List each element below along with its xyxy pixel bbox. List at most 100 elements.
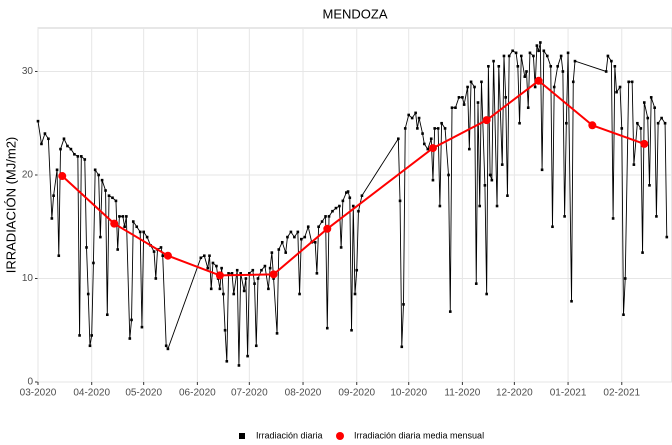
data-point [242,289,246,293]
data-point [110,219,119,228]
legend-label: Irradiación diaria media mensual [354,430,484,440]
data-point [551,225,554,229]
data-point [400,345,404,349]
data-point [426,147,430,151]
data-point [438,204,442,208]
data-point [86,292,90,296]
data-point [123,225,126,229]
data-point [622,313,625,317]
data-point [556,64,559,68]
data-point [495,204,499,208]
data-point [152,250,156,253]
data-point [58,172,67,181]
data-point [573,59,577,63]
data-point [202,254,206,258]
data-point [440,121,443,125]
data-point [519,54,523,58]
data-point [523,75,527,78]
data-point [296,230,300,234]
data-point [533,85,537,89]
data-point [502,54,506,58]
data-point [570,299,573,303]
data-point [447,173,450,177]
data-point [422,142,426,146]
data-point [215,264,218,268]
data-point [83,158,87,161]
y-tick-label: 10 [22,273,34,284]
data-point [345,191,348,194]
data-point [646,116,650,120]
data-point [253,282,256,285]
data-point [237,364,241,367]
y-tick-label: 20 [22,170,34,181]
data-point [653,106,656,110]
data-point [485,292,488,296]
data-point [235,268,239,272]
data-point [286,235,289,239]
data-point [648,184,651,187]
data-point [341,199,345,203]
data-point [663,121,667,125]
data-point [246,354,249,358]
data-point [220,266,223,270]
x-tick-label: 03-2020 [20,388,57,399]
data-point [260,268,263,272]
data-point [610,59,613,63]
data-point [348,196,352,200]
data-point [99,235,102,239]
data-point [429,137,433,141]
data-point [116,248,119,251]
data-point [78,334,81,337]
data-point [410,116,414,120]
data-point [50,217,54,220]
data-point [145,235,149,239]
data-point [280,240,284,244]
data-point [518,121,521,125]
data-point [225,359,229,363]
data-point [121,215,125,218]
data-point [303,235,307,239]
x-tick-label: 09-2020 [338,388,375,399]
data-point [92,261,95,265]
data-point [483,184,487,187]
data-point [320,220,324,223]
data-point [431,178,435,182]
data-point [398,199,402,203]
data-point [269,270,278,279]
data-point [416,127,419,130]
data-point [450,106,454,110]
data-point [90,334,93,337]
data-point [267,287,270,291]
data-point [244,277,248,280]
data-point [649,96,653,99]
data-point [218,287,222,291]
data-point [563,215,566,218]
data-point [428,144,437,153]
data-point [487,64,490,68]
data-point [161,254,165,258]
data-point [640,139,649,148]
data-point [211,261,215,265]
data-point [154,277,158,280]
data-point [549,64,553,68]
data-point [36,119,40,123]
data-point [353,292,357,296]
data-point [209,287,213,291]
y-tick-label: 0 [27,377,33,388]
data-point [448,310,452,313]
data-point [417,116,421,120]
data-point [85,246,88,249]
data-point [111,196,114,200]
data-point [357,209,360,213]
data-point [407,113,410,117]
data-point [125,215,128,218]
data-point [128,337,132,340]
data-point [611,217,615,220]
data-point [222,292,225,296]
data-point [480,80,483,84]
data-point [40,142,43,146]
x-tick-label: 12-2020 [496,388,533,399]
data-point [350,328,353,332]
data-point [492,59,495,63]
data-point [131,220,135,223]
